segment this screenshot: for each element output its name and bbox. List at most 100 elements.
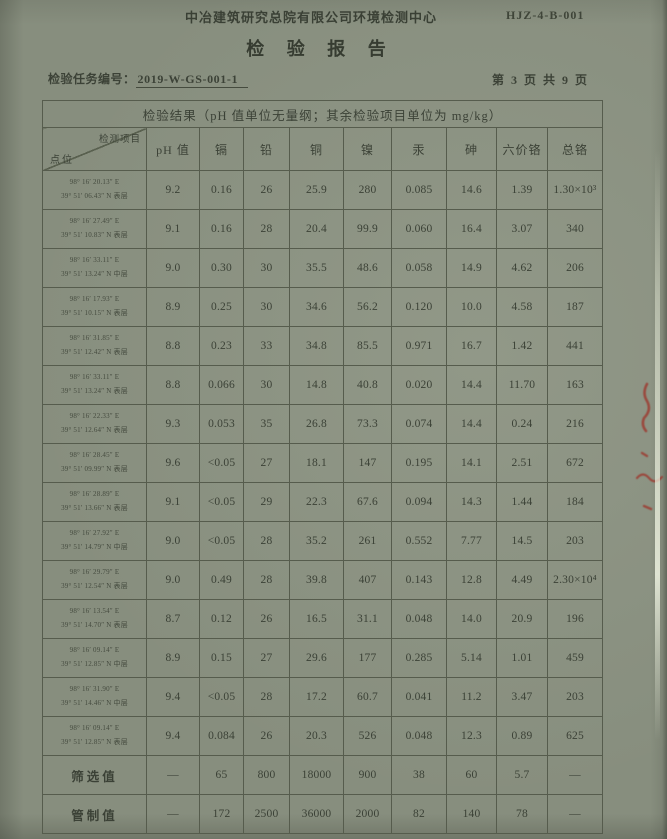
value-cell: 2500 bbox=[243, 794, 290, 834]
value-cell: 60.7 bbox=[343, 677, 392, 717]
corner-label-items: 检测项目 bbox=[98, 135, 141, 145]
value-cell: 206 bbox=[546, 248, 604, 288]
limit-row: 管制值 —172 2500 36000 2000 82 140 78— bbox=[42, 794, 604, 834]
results-caption: 检验结果（pH 值单位无量纲；其余检验项目单位为 mg/kg） bbox=[41, 100, 604, 128]
coordinate-cell: 98° 16′ 27.49″ E 39° 51′ 10.83″ N 表层 bbox=[42, 209, 147, 249]
value-cell: 67.6 bbox=[343, 482, 392, 522]
table-row: 98° 16′ 09.14″ E 39° 51′ 12.85″ N 中层 8.9 0.… bbox=[42, 638, 604, 678]
value-cell: 9.4 bbox=[146, 677, 200, 717]
value-cell: 56.2 bbox=[343, 287, 392, 327]
coordinate-cell: 98° 16′ 17.93″ E 39° 51′ 10.15″ N 表层 bbox=[42, 287, 147, 327]
value-cell: 196 bbox=[546, 599, 604, 639]
value-cell: 4.49 bbox=[496, 560, 548, 600]
value-cell: 9.6 bbox=[146, 443, 200, 483]
coordinate-cell: 98° 16′ 29.79″ E 39° 51′ 12.54″ N 表层 bbox=[42, 560, 147, 600]
coordinate-cell: 98° 16′ 31.90″ E 39° 51′ 14.46″ N 中层 bbox=[42, 677, 147, 717]
paper-edge-highlight bbox=[655, 150, 660, 740]
value-cell: 4.62 bbox=[496, 248, 548, 288]
limit-label: 管制值 bbox=[42, 794, 147, 834]
results-body: 检验结果（pH 值单位无量纲；其余检验项目单位为 mg/kg） 检测项目 点位 … bbox=[41, 100, 604, 834]
longitude-line: 98° 16′ 28.89″ E bbox=[69, 490, 120, 499]
value-cell: 28 bbox=[243, 521, 290, 561]
report-title: 检 验 报 告 bbox=[246, 39, 395, 59]
value-cell: 12.8 bbox=[446, 560, 497, 600]
value-cell: 0.16 bbox=[199, 170, 244, 210]
longitude-line: 98° 16′ 33.11″ E bbox=[69, 373, 120, 382]
column-header: pH 值 bbox=[146, 127, 200, 171]
latitude-line: 39° 51′ 12.54″ N 表层 bbox=[61, 582, 128, 590]
results-table: 检验结果（pH 值单位无量纲；其余检验项目单位为 mg/kg） 检测项目 点位 … bbox=[41, 100, 604, 834]
longitude-line: 98° 16′ 20.13″ E bbox=[69, 178, 120, 187]
value-cell: 0.24 bbox=[496, 404, 548, 444]
value-cell: 33 bbox=[243, 326, 290, 366]
value-cell: 7.77 bbox=[446, 521, 497, 561]
coordinate-cell: 98° 16′ 22.33″ E 39° 51′ 12.64″ N 表层 bbox=[42, 404, 147, 444]
value-cell: 14.6 bbox=[446, 170, 497, 210]
value-cell: 9.4 bbox=[146, 716, 200, 756]
value-cell: 73.3 bbox=[343, 404, 392, 444]
value-cell: 1.30×10³ bbox=[546, 170, 604, 210]
value-cell: 36000 bbox=[289, 794, 344, 834]
value-cell: 0.552 bbox=[391, 521, 447, 561]
column-header: 镍 bbox=[343, 127, 392, 171]
coordinate-cell: 98° 16′ 31.85″ E 39° 51′ 12.42″ N 表层 bbox=[42, 326, 147, 366]
value-cell: 14.4 bbox=[446, 404, 497, 444]
value-cell: 5.7 bbox=[496, 755, 548, 795]
task-number-value: 2019-W-GS-001-1 bbox=[135, 72, 249, 88]
column-header: 总铬 bbox=[546, 127, 604, 171]
value-cell: — bbox=[546, 755, 604, 795]
latitude-line: 39° 51′ 12.42″ N 表层 bbox=[61, 348, 128, 356]
longitude-line: 98° 16′ 31.90″ E bbox=[69, 685, 120, 694]
value-cell: 0.048 bbox=[391, 599, 447, 639]
value-cell: 1.01 bbox=[496, 638, 548, 678]
value-cell: 0.25 bbox=[199, 287, 244, 327]
value-cell: 14.0 bbox=[446, 599, 497, 639]
value-cell: 29 bbox=[243, 482, 290, 522]
longitude-line: 98° 16′ 27.92″ E bbox=[69, 529, 120, 538]
red-tick-2 bbox=[642, 504, 653, 511]
value-cell: 0.285 bbox=[391, 638, 447, 678]
value-cell: 0.053 bbox=[199, 404, 244, 444]
value-cell: 0.15 bbox=[199, 638, 244, 678]
table-row: 98° 16′ 28.45″ E 39° 51′ 09.99″ N 表层 9.6 <0… bbox=[42, 443, 604, 483]
column-header: 六价铬 bbox=[496, 127, 548, 171]
latitude-line: 39° 51′ 13.24″ N 中层 bbox=[61, 270, 128, 278]
coordinate-cell: 98° 16′ 33.11″ E 39° 51′ 13.24″ N 中层 bbox=[42, 248, 147, 288]
table-row: 98° 16′ 31.85″ E 39° 51′ 12.42″ N 表层 8.8 0.… bbox=[42, 326, 604, 366]
value-cell: 9.0 bbox=[146, 248, 200, 288]
value-cell: <0.05 bbox=[199, 521, 244, 561]
value-cell: 0.30 bbox=[199, 248, 244, 288]
value-cell: 31.1 bbox=[343, 599, 392, 639]
value-cell: 9.0 bbox=[146, 521, 200, 561]
value-cell: 78 bbox=[496, 794, 548, 834]
coordinate-cell: 98° 16′ 28.45″ E 39° 51′ 09.99″ N 表层 bbox=[42, 443, 147, 483]
value-cell: 0.89 bbox=[496, 716, 548, 756]
longitude-line: 98° 16′ 31.85″ E bbox=[69, 334, 120, 343]
corner-label-site: 点位 bbox=[50, 155, 74, 166]
value-cell: 16.5 bbox=[289, 599, 344, 639]
value-cell: 340 bbox=[546, 209, 604, 249]
value-cell: 8.9 bbox=[146, 287, 200, 327]
value-cell: 147 bbox=[343, 443, 392, 483]
value-cell: 1.44 bbox=[496, 482, 548, 522]
value-cell: 11.2 bbox=[446, 677, 497, 717]
corner-cell: 检测项目 点位 bbox=[42, 127, 147, 171]
value-cell: 14.1 bbox=[446, 443, 497, 483]
longitude-line: 98° 16′ 33.11″ E bbox=[69, 256, 120, 265]
value-cell: 4.58 bbox=[496, 287, 548, 327]
scan-right-shadow bbox=[662, 0, 667, 839]
table-row: 98° 16′ 28.89″ E 39° 51′ 13.66″ N 表层 9.1 <0… bbox=[42, 482, 604, 522]
latitude-line: 39° 51′ 06.43″ N 表层 bbox=[61, 192, 128, 200]
value-cell: 82 bbox=[391, 794, 447, 834]
value-cell: 9.1 bbox=[146, 209, 200, 249]
latitude-line: 39° 51′ 10.15″ N 表层 bbox=[61, 309, 128, 317]
coordinate-cell: 98° 16′ 20.13″ E 39° 51′ 06.43″ N 表层 bbox=[42, 170, 147, 210]
table-row: 98° 16′ 33.11″ E 39° 51′ 13.24″ N 表层 8.8 0.… bbox=[42, 365, 604, 405]
table-row: 98° 16′ 13.54″ E 39° 51′ 14.70″ N 表层 8.7 0.… bbox=[42, 599, 604, 639]
value-cell: 2000 bbox=[343, 794, 392, 834]
red-squiggle-1 bbox=[641, 382, 651, 433]
value-cell: 85.5 bbox=[343, 326, 392, 366]
value-cell: 17.2 bbox=[289, 677, 344, 717]
latitude-line: 39° 51′ 12.64″ N 表层 bbox=[61, 426, 128, 434]
